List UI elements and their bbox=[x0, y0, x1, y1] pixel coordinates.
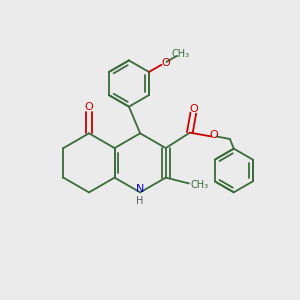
Text: N: N bbox=[136, 184, 144, 194]
Text: O: O bbox=[190, 103, 199, 114]
Text: O: O bbox=[85, 102, 93, 112]
Text: O: O bbox=[209, 130, 218, 140]
Text: CH₃: CH₃ bbox=[172, 49, 190, 59]
Text: O: O bbox=[161, 58, 170, 68]
Text: H: H bbox=[136, 196, 144, 206]
Text: CH₃: CH₃ bbox=[190, 180, 208, 190]
